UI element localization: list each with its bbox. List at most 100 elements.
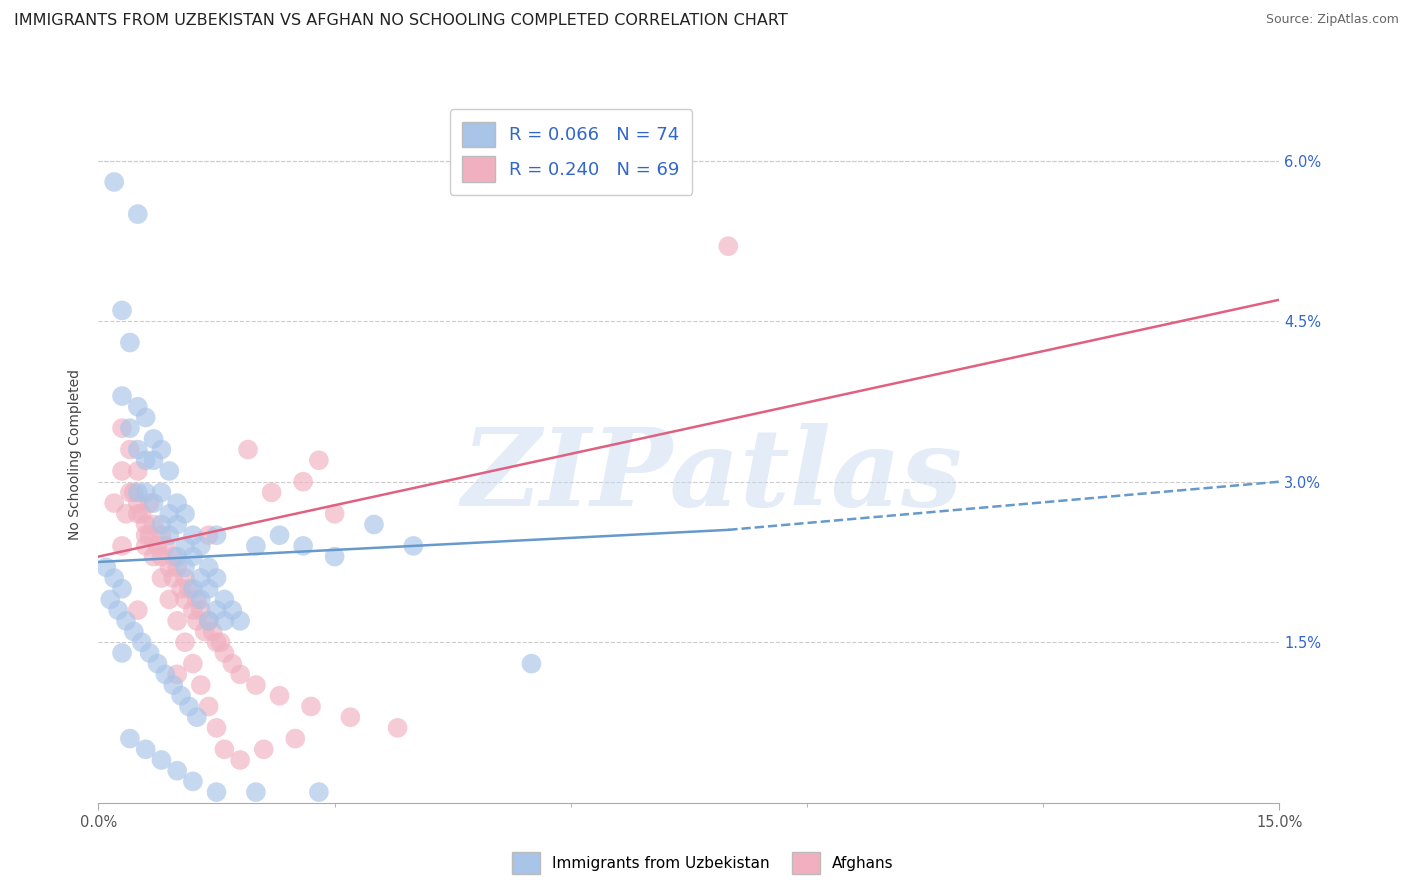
Point: [118, 421, 141, 435]
Point: [142, 453, 165, 467]
Point: [520, 657, 543, 671]
Point: [245, 539, 267, 553]
Point: [177, 582, 200, 596]
Point: [166, 560, 188, 574]
Point: [146, 539, 169, 553]
Point: [214, 614, 236, 628]
Point: [205, 603, 228, 617]
Point: [260, 485, 283, 500]
Point: [221, 603, 243, 617]
Legend: R = 0.066   N = 74, R = 0.240   N = 69: R = 0.066 N = 74, R = 0.240 N = 69: [450, 109, 692, 194]
Point: [229, 614, 252, 628]
Point: [292, 475, 315, 489]
Point: [127, 400, 149, 414]
Point: [402, 539, 425, 553]
Point: [127, 485, 149, 500]
Point: [146, 657, 169, 671]
Point: [194, 624, 217, 639]
Point: [186, 614, 208, 628]
Point: [214, 646, 236, 660]
Point: [150, 442, 173, 457]
Point: [174, 592, 197, 607]
Point: [174, 539, 197, 553]
Text: IMMIGRANTS FROM UZBEKISTAN VS AFGHAN NO SCHOOLING COMPLETED CORRELATION CHART: IMMIGRANTS FROM UZBEKISTAN VS AFGHAN NO …: [14, 13, 787, 29]
Point: [339, 710, 361, 724]
Point: [166, 496, 188, 510]
Point: [135, 410, 157, 425]
Point: [323, 549, 346, 564]
Point: [135, 742, 157, 756]
Point: [157, 560, 180, 574]
Point: [138, 646, 160, 660]
Point: [155, 667, 177, 681]
Point: [363, 517, 385, 532]
Point: [162, 678, 184, 692]
Point: [118, 335, 141, 350]
Point: [118, 485, 141, 500]
Point: [138, 528, 160, 542]
Point: [150, 517, 173, 532]
Point: [150, 528, 173, 542]
Point: [98, 592, 121, 607]
Point: [118, 442, 141, 457]
Text: Source: ZipAtlas.com: Source: ZipAtlas.com: [1265, 13, 1399, 27]
Point: [111, 464, 134, 478]
Point: [122, 485, 145, 500]
Legend: Immigrants from Uzbekistan, Afghans: Immigrants from Uzbekistan, Afghans: [506, 846, 900, 880]
Point: [323, 507, 346, 521]
Point: [127, 507, 149, 521]
Point: [150, 485, 173, 500]
Point: [111, 303, 134, 318]
Point: [157, 592, 180, 607]
Point: [236, 442, 259, 457]
Point: [135, 453, 157, 467]
Point: [150, 753, 173, 767]
Point: [214, 742, 236, 756]
Point: [205, 571, 228, 585]
Point: [190, 592, 212, 607]
Point: [387, 721, 409, 735]
Point: [181, 549, 204, 564]
Point: [170, 689, 193, 703]
Point: [308, 453, 330, 467]
Point: [269, 528, 291, 542]
Point: [111, 389, 134, 403]
Point: [122, 624, 145, 639]
Point: [162, 549, 184, 564]
Point: [115, 507, 138, 521]
Point: [205, 635, 228, 649]
Point: [166, 764, 188, 778]
Point: [190, 678, 212, 692]
Point: [118, 731, 141, 746]
Point: [150, 571, 173, 585]
Point: [127, 442, 149, 457]
Point: [131, 507, 153, 521]
Point: [170, 582, 193, 596]
Point: [229, 667, 252, 681]
Point: [197, 614, 219, 628]
Point: [197, 528, 219, 542]
Point: [96, 560, 118, 574]
Point: [166, 614, 188, 628]
Point: [142, 432, 165, 446]
Point: [197, 582, 219, 596]
Point: [181, 774, 204, 789]
Point: [253, 742, 276, 756]
Point: [221, 657, 243, 671]
Point: [209, 635, 232, 649]
Point: [111, 582, 134, 596]
Point: [190, 603, 212, 617]
Point: [197, 560, 219, 574]
Point: [127, 207, 149, 221]
Point: [205, 721, 228, 735]
Text: ZIPatlas: ZIPatlas: [463, 423, 963, 529]
Point: [166, 517, 188, 532]
Point: [229, 753, 252, 767]
Point: [174, 635, 197, 649]
Point: [174, 571, 197, 585]
Point: [190, 571, 212, 585]
Point: [142, 549, 165, 564]
Point: [111, 421, 134, 435]
Point: [150, 549, 173, 564]
Point: [177, 699, 200, 714]
